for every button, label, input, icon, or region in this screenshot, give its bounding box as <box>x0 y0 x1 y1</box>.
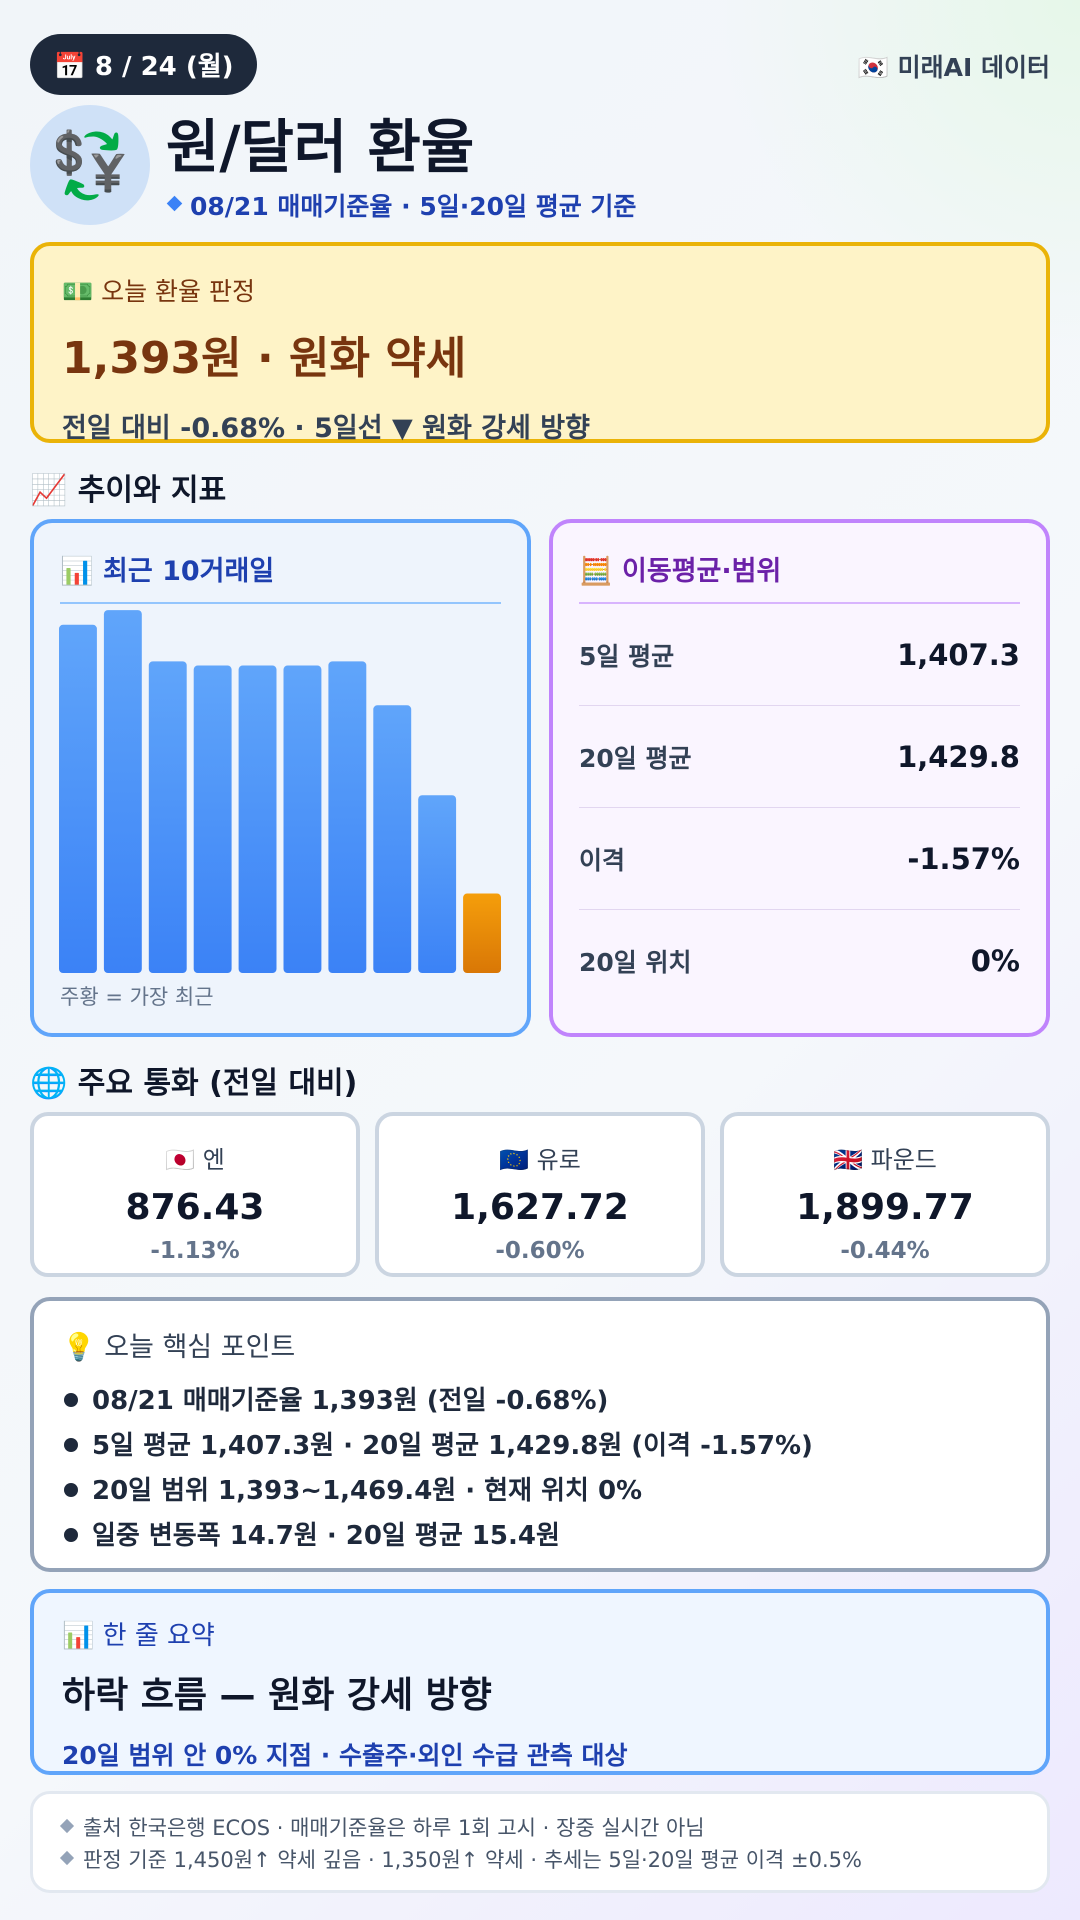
summary-headline: 하락 흐름 — 원화 강세 방향 <box>62 1675 492 1716</box>
bar <box>418 795 457 973</box>
footer-line: 판정 기준 1,450원↑ 약세 깊음 · 1,350원↑ 약세 · 추세는 5… <box>59 1844 1021 1876</box>
bar <box>463 893 501 973</box>
chart-note: 주황 = 가장 최근 <box>60 985 214 1009</box>
ma-label: 20일 평균 <box>579 743 692 773</box>
bar <box>238 665 277 973</box>
chart <box>59 610 501 973</box>
bar <box>103 610 142 973</box>
chart-title: 📊 최근 10거래일 <box>60 549 501 604</box>
currency-name: 🇯🇵 엔 <box>165 1146 225 1174</box>
point-item: 08/21 매매기준율 1,393원 (전일 -0.68%) <box>62 1380 1018 1425</box>
currency-value: 876.43 <box>125 1187 265 1228</box>
ma-row: 이격 -1.57% <box>579 808 1020 910</box>
ma-title: 🧮 이동평균·범위 <box>579 549 1020 604</box>
currency-card: 🇬🇧 파운드 1,899.77 -0.44% <box>720 1112 1050 1277</box>
page-title: 원/달러 환율 <box>166 113 475 181</box>
bar <box>328 661 367 973</box>
footer: 출처 한국은행 ECOS · 매매기준율은 하루 1회 고시 · 장중 실시간 … <box>30 1791 1050 1893</box>
ma-row: 20일 위치 0% <box>579 910 1020 1012</box>
section-heading: 📈 추이와 지표 <box>30 473 227 508</box>
subtitle: 08/21 매매기준율 · 5일·20일 평균 기준 <box>166 187 636 223</box>
currency-value: 1,899.77 <box>796 1187 974 1228</box>
summary-detail: 20일 범위 안 0% 지점 · 수출주·외인 수급 관측 대상 <box>62 1741 628 1770</box>
bar <box>59 624 97 973</box>
bar <box>148 661 187 973</box>
point-item: 20일 범위 1,393~1,469.4원 · 현재 위치 0% <box>62 1470 1018 1515</box>
bar <box>373 705 412 973</box>
ma-row: 5일 평균 1,407.3 <box>579 604 1020 706</box>
ma-card: 🧮 이동평균·범위 5일 평균 1,407.3 20일 평균 1,429.8 이격 -1.… <box>549 519 1050 1037</box>
ma-value: 0% <box>970 944 1020 978</box>
verdict-label: 💵 오늘 환율 판정 <box>62 277 255 306</box>
currency-name: 🇬🇧 파운드 <box>833 1146 937 1174</box>
currency-change: -0.44% <box>840 1238 930 1264</box>
ma-value: 1,429.8 <box>897 739 1020 774</box>
source-badge: 🇰🇷 미래AI 데이터 <box>857 53 1050 82</box>
points-title: 💡 오늘 핵심 포인트 <box>62 1332 296 1363</box>
summary-label: 📊 한 줄 요약 <box>62 1621 215 1651</box>
ma-rows: 5일 평균 1,407.3 20일 평균 1,429.8 이격 -1.57% 20일 위치 0… <box>579 604 1020 1012</box>
point-item: 5일 평균 1,407.3원 · 20일 평균 1,429.8원 (이격 -1.… <box>62 1425 1018 1470</box>
currency-change: -1.13% <box>150 1238 240 1264</box>
ma-value: 1,407.3 <box>897 637 1020 672</box>
currency-name: 🇪🇺 유로 <box>499 1146 581 1174</box>
verdict-card: 💵 오늘 환율 판정 1,393원 · 원화 약세 전일 대비 -0.68% ·… <box>30 242 1050 444</box>
ma-label: 이격 <box>579 845 626 875</box>
currency-card: 🇯🇵 엔 876.43 -1.13% <box>30 1112 360 1277</box>
ma-value: -1.57% <box>907 841 1020 876</box>
point-item: 일중 변동폭 14.7원 · 20일 평균 15.4원 <box>62 1515 1018 1560</box>
verdict-detail: 전일 대비 -0.68% · 5일선 ▼ 원화 강세 방향 <box>62 413 590 444</box>
section-heading: 🌐 주요 통화 (전일 대비) <box>30 1066 358 1101</box>
currency-change: -0.60% <box>495 1238 585 1264</box>
ma-row: 20일 평균 1,429.8 <box>579 706 1020 808</box>
currency-card: 🇪🇺 유로 1,627.72 -0.60% <box>375 1112 705 1277</box>
bar <box>193 665 232 973</box>
bar <box>283 665 322 973</box>
points-card: 💡 오늘 핵심 포인트 08/21 매매기준율 1,393원 (전일 -0.68… <box>30 1297 1050 1572</box>
chart-card: 📊 최근 10거래일 주황 = 가장 최근 <box>30 519 531 1037</box>
ma-label: 5일 평균 <box>579 641 675 671</box>
verdict-headline: 1,393원 · 원화 약세 <box>62 333 467 384</box>
points-list: 08/21 매매기준율 1,393원 (전일 -0.68%) 5일 평균 1,40… <box>62 1380 1018 1560</box>
summary-card: 📊 한 줄 요약 하락 흐름 — 원화 강세 방향 20일 범위 안 0% 지점… <box>30 1589 1050 1775</box>
currency-value: 1,627.72 <box>451 1187 629 1228</box>
date-pill: 📅 8 / 24 (월) <box>30 34 257 95</box>
header-icon: 💱 <box>30 105 150 225</box>
ma-label: 20일 위치 <box>579 948 692 977</box>
footer-line: 출처 한국은행 ECOS · 매매기준율은 하루 1회 고시 · 장중 실시간 … <box>59 1812 1021 1844</box>
